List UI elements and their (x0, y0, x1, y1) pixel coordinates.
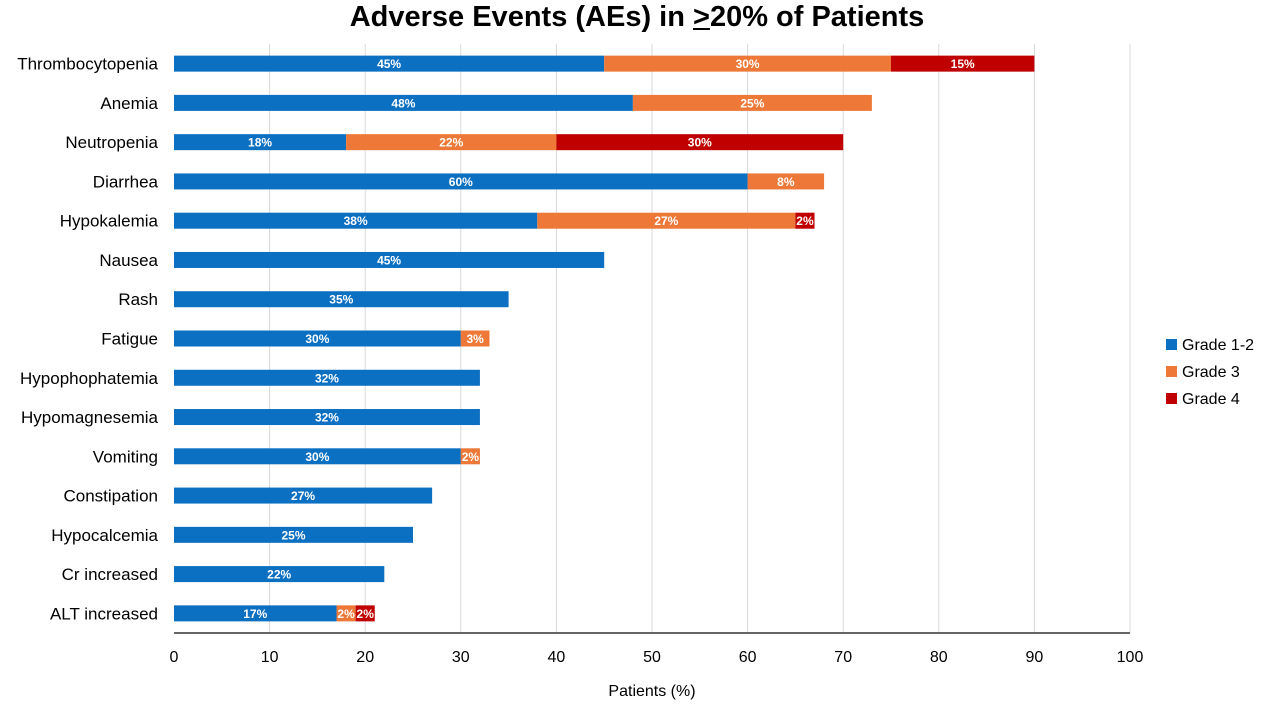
chart-title-symbol: > (693, 1, 710, 33)
category-label: Nausea (99, 251, 158, 270)
bar-segment (604, 55, 891, 72)
bar-segment (632, 94, 872, 111)
bar-segment (460, 448, 480, 465)
bar-segment (174, 369, 480, 386)
x-tick-label: 80 (930, 649, 948, 666)
data-label: 27% (291, 489, 315, 503)
data-label: 30% (305, 332, 329, 346)
bars (174, 55, 1035, 622)
category-label: Hypophophatemia (20, 369, 159, 388)
bar-segment (355, 605, 375, 622)
x-tick-label: 0 (170, 649, 179, 666)
data-labels: 45% 30% 15% 48% 25% 18% 22% 30% 60% 8% 38% 27% 2% 45%… (243, 57, 975, 621)
data-label: 45% (377, 253, 401, 267)
bar-segment (336, 605, 356, 622)
chart-title-suffix: 20% of Patients (709, 1, 925, 33)
data-label: 60% (449, 175, 473, 189)
data-label: 2% (796, 214, 814, 228)
bar-segment (460, 330, 490, 347)
data-label: 2% (337, 607, 355, 621)
bar-segment (174, 212, 538, 229)
data-label: 3% (466, 332, 484, 346)
bar-segment (795, 212, 815, 229)
bar-segment (174, 94, 633, 111)
category-label: Vomiting (93, 447, 158, 466)
category-label: Cr increased (62, 565, 158, 584)
bar-segment (174, 409, 480, 426)
data-label: 15% (951, 57, 975, 71)
bar-segment (174, 566, 385, 583)
bar-segment (174, 605, 337, 622)
data-label: 45% (377, 57, 401, 71)
chart-title: Adverse Events (AEs) in >20% of Patients (0, 0, 1274, 34)
bar-segment (891, 55, 1035, 72)
x-tick-label: 100 (1117, 649, 1144, 666)
bar-segment (747, 173, 825, 190)
category-label: ALT increased (50, 604, 158, 623)
bar-segment (556, 134, 844, 151)
bar-segment (174, 291, 509, 308)
data-label: 27% (654, 214, 678, 228)
data-label: 48% (391, 96, 415, 110)
bar-segment (174, 330, 461, 347)
bar-segment (174, 251, 605, 268)
data-label: 22% (439, 136, 463, 150)
x-tick-label: 70 (834, 649, 852, 666)
data-label: 30% (688, 136, 712, 150)
bar-segment (174, 55, 605, 72)
bar-segment (174, 173, 748, 190)
legend-swatch (1166, 393, 1177, 404)
x-tick-label: 10 (261, 649, 279, 666)
axes: 0 10 20 30 40 50 60 70 80 90 100 Patients (%) Thromb… (17, 55, 1143, 700)
bar-segment (174, 487, 433, 504)
category-label: Hypomagnesemia (21, 408, 159, 427)
data-label: 38% (344, 214, 368, 228)
legend: Grade 1-2 Grade 3 Grade 4 (1166, 337, 1254, 408)
legend-label: Grade 4 (1182, 391, 1240, 408)
data-label: 25% (281, 528, 305, 542)
category-label: Hypocalcemia (51, 526, 158, 545)
category-label: Rash (118, 290, 158, 309)
bar-segment (174, 526, 413, 543)
legend-label: Grade 3 (1182, 364, 1240, 381)
data-label: 32% (315, 411, 339, 425)
bar-segment (174, 448, 461, 465)
x-tick-label: 20 (356, 649, 374, 666)
x-tick-label: 40 (548, 649, 566, 666)
data-label: 2% (357, 607, 375, 621)
category-label: Thrombocytopenia (17, 55, 158, 74)
data-label: 8% (777, 175, 795, 189)
data-label: 32% (315, 371, 339, 385)
category-label: Fatigue (101, 330, 158, 349)
legend-swatch (1166, 366, 1177, 377)
chart-title-prefix: Adverse Events (AEs) in (349, 1, 693, 33)
data-label: 18% (248, 136, 272, 150)
legend-swatch (1166, 339, 1177, 350)
category-label: Hypokalemia (60, 212, 159, 231)
x-axis-title: Patients (%) (608, 683, 695, 700)
x-tick-label: 60 (739, 649, 757, 666)
data-label: 2% (462, 450, 480, 464)
data-label: 35% (329, 293, 353, 307)
category-label: Constipation (63, 487, 158, 506)
bar-segment (174, 134, 347, 151)
data-label: 30% (305, 450, 329, 464)
data-label: 22% (267, 568, 291, 582)
bar-segment (537, 212, 796, 229)
category-label: Anemia (100, 94, 158, 113)
data-label: 25% (740, 96, 764, 110)
category-label: Neutropenia (65, 133, 158, 152)
bar-segment (346, 134, 557, 151)
data-label: 30% (736, 57, 760, 71)
legend-label: Grade 1-2 (1182, 337, 1254, 354)
x-tick-label: 50 (643, 649, 661, 666)
x-tick-label: 90 (1026, 649, 1044, 666)
category-label: Diarrhea (93, 172, 159, 191)
x-tick-label: 30 (452, 649, 470, 666)
data-label: 17% (243, 607, 267, 621)
